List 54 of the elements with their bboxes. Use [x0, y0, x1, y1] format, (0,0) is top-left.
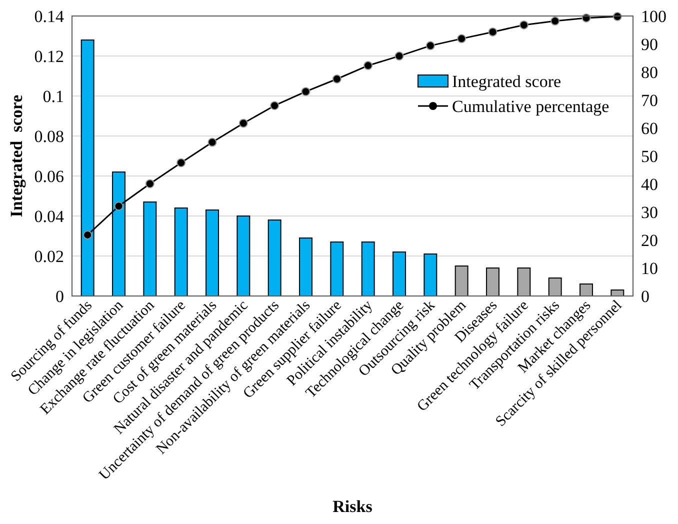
y2-tick-label: 90 — [641, 34, 658, 54]
point — [145, 179, 154, 188]
bar — [548, 278, 562, 296]
bar — [299, 238, 312, 296]
point — [332, 74, 342, 84]
bar — [517, 268, 531, 296]
bar — [424, 254, 438, 296]
x-axis-title: Risks — [332, 497, 373, 516]
y2-tick-label: 70 — [641, 90, 658, 110]
y-tick-label: 0.1 — [42, 86, 64, 106]
y2-tick-label: 100 — [641, 6, 666, 26]
y-tick-label: 0.08 — [34, 126, 64, 146]
point — [426, 41, 435, 50]
y-tick-label: 0.02 — [34, 246, 64, 266]
y2-tick-label: 10 — [641, 258, 658, 278]
point — [208, 138, 217, 147]
bar — [392, 252, 406, 296]
point — [301, 87, 310, 96]
y-tick-label: 0.14 — [34, 6, 64, 26]
point — [364, 61, 373, 70]
y2-tick-label: 80 — [641, 62, 658, 82]
point — [457, 34, 466, 44]
bar — [454, 266, 468, 296]
point — [238, 118, 248, 128]
legend-label: Integrated score — [452, 72, 562, 91]
bar — [143, 202, 157, 296]
bar — [174, 208, 188, 296]
y2-tick-label: 0 — [641, 286, 650, 306]
y2-tick-label: 60 — [641, 118, 658, 138]
point — [270, 101, 280, 110]
legend-label: Cumulative percentage — [452, 96, 610, 116]
bar — [236, 216, 250, 296]
y-tick-label: 0 — [56, 286, 64, 306]
y2-tick-label: 50 — [641, 146, 658, 166]
y2-tick-label: 30 — [641, 202, 658, 222]
point — [83, 230, 92, 240]
bar — [580, 284, 593, 296]
y-tick-label: 0.06 — [34, 166, 64, 186]
y2-tick-label: 40 — [641, 174, 658, 194]
y2-tick-label: 20 — [641, 230, 658, 250]
point — [176, 158, 186, 168]
bar — [330, 242, 344, 296]
point — [114, 202, 124, 211]
bar — [206, 210, 219, 296]
point — [394, 52, 404, 61]
point — [519, 20, 528, 30]
y-axis-title: Integrated score — [7, 94, 26, 218]
y-tick-label: 0.12 — [34, 46, 64, 66]
y-tick-label: 0.04 — [34, 206, 64, 226]
point — [550, 16, 560, 26]
point — [488, 27, 498, 36]
bar — [268, 220, 282, 296]
bar — [486, 268, 500, 296]
bar — [361, 242, 375, 296]
